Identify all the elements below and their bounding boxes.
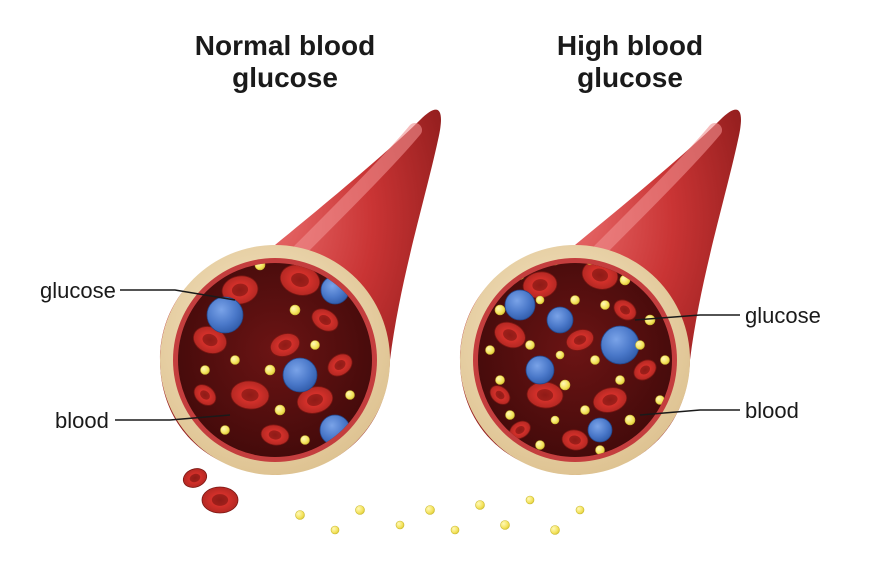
vessel-high — [396, 110, 741, 535]
diagram-canvas: Normal blood glucose High blood glucose … — [0, 0, 870, 580]
illustration-svg — [0, 0, 870, 580]
vessel-normal — [160, 110, 441, 534]
